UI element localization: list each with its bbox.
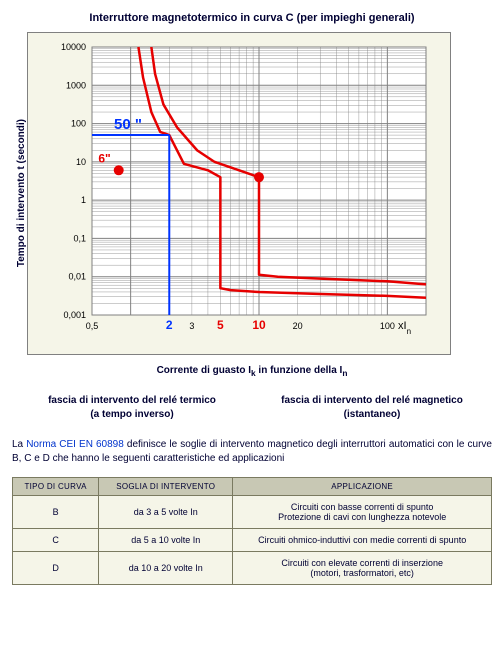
table-cell: B [13,496,99,529]
table-header: SOGLIA DI INTERVENTO [99,478,233,496]
chart-frame: 10000 1000 100 10 1 0,1 0,01 0,0010,5 3 20 100 2 5 10… [27,32,451,355]
table-row: Dda 10 a 20 volte InCircuiti con elevate… [13,552,492,585]
svg-text:0,5: 0,5 [86,321,99,331]
table-row: Bda 3 a 5 volte InCircuiti con basse cor… [13,496,492,529]
norma-paragraph: La Norma CEI EN 60898 definisce le sogli… [12,438,492,465]
chart-svg: 10000 1000 100 10 1 0,1 0,01 0,0010,5 3 20 100 2 5 10… [36,41,436,341]
svg-text:6": 6" [98,151,110,165]
y-axis-label: Tempo di intervento t (secondi) [12,119,27,267]
table-cell: da 3 a 5 volte In [99,496,233,529]
table-cell: C [13,529,99,552]
table-header: TIPO DI CURVA [13,478,99,496]
svg-text:1000: 1000 [66,80,86,90]
chart-row: Tempo di intervento t (secondi) 10000100… [12,32,492,355]
table-row: Cda 5 a 10 volte InCircuiti ohmico-indut… [13,529,492,552]
table-cell: da 5 a 10 volte In [99,529,233,552]
chart-title: Interruttore magnetotermico in curva C (… [12,12,492,24]
svg-text:100: 100 [380,321,395,331]
svg-text:10: 10 [252,318,266,332]
table-header: APPLICAZIONE [233,478,492,496]
fascia-left: fascia di intervento del relé termico (a… [12,394,252,422]
svg-text:5: 5 [217,318,224,332]
table-cell: Circuiti ohmico-induttivi con medie corr… [233,529,492,552]
svg-text:10: 10 [76,157,86,167]
fascia-right: fascia di intervento del relé magnetico … [252,394,492,422]
svg-text:0,1: 0,1 [73,233,86,243]
norma-ref: Norma CEI EN 60898 [26,439,124,450]
svg-text:100: 100 [71,119,86,129]
table-cell: D [13,552,99,585]
svg-text:50 ": 50 " [114,116,142,133]
curve-table: TIPO DI CURVASOGLIA DI INTERVENTOAPPLICA… [12,477,492,585]
table-cell: da 10 a 20 volte In [99,552,233,585]
svg-text:0,001: 0,001 [63,310,86,320]
table-cell: Circuiti con elevate correnti di inserzi… [233,552,492,585]
svg-text:0,01: 0,01 [68,272,86,282]
svg-text:3: 3 [189,321,194,331]
table-cell: Circuiti con basse correnti di spuntoPro… [233,496,492,529]
svg-text:10000: 10000 [61,42,86,52]
svg-text:2: 2 [166,318,173,332]
x-axis-label: Corrente di guasto Ik in funzione della … [12,365,492,378]
svg-text:20: 20 [293,321,303,331]
svg-text:1: 1 [81,195,86,205]
svg-text:xIn: xIn [398,320,411,336]
fascia-row: fascia di intervento del relé termico (a… [12,394,492,422]
